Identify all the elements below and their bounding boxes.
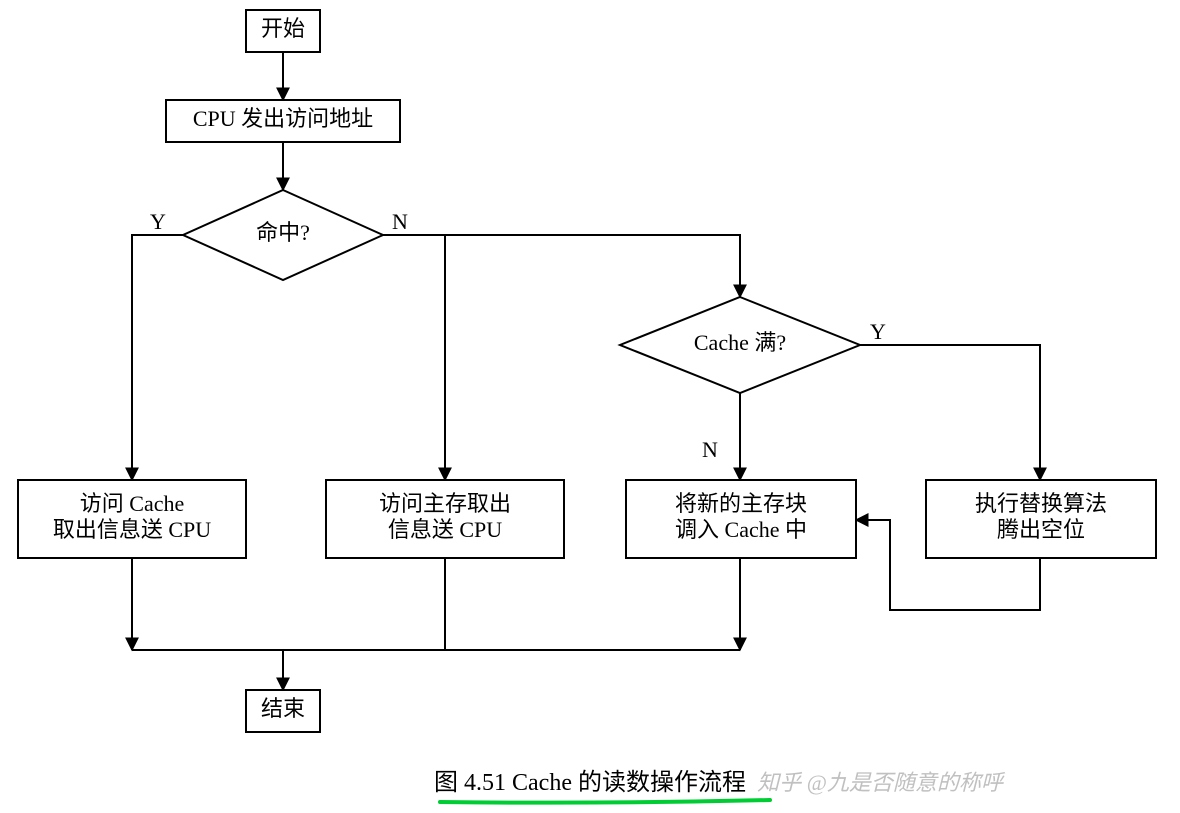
edge [383, 235, 740, 297]
edge [383, 235, 445, 480]
node-label: 访问主存取出 [379, 491, 511, 516]
node-label: 取出信息送 CPU [53, 517, 211, 542]
watermark: 知乎 @九是否随意的称呼 [757, 770, 1006, 795]
node-label: 将新的主存块 [675, 491, 807, 516]
branch-label-full_no: N [702, 437, 718, 462]
branch-label-hit_no: N [392, 209, 408, 234]
branch-label-full_yes: Y [870, 319, 886, 344]
edge [132, 235, 183, 480]
node-label: 访问 Cache [80, 491, 184, 516]
caption-underline [440, 800, 770, 803]
node-label: 执行替换算法 [975, 491, 1107, 516]
branch-label-hit_yes: Y [150, 209, 166, 234]
node-label: CPU 发出访问地址 [193, 106, 373, 131]
edge [860, 345, 1040, 480]
node-label: 腾出空位 [997, 517, 1085, 542]
node-label: 结束 [261, 696, 305, 721]
node-label: 命中? [256, 220, 310, 245]
flowchart: 开始 CPU 发出访问地址命中? Cache 满? 访问 Cache取出信息送 CPU… [0, 0, 1180, 813]
node-label: Cache 满? [694, 330, 786, 355]
node-label: 开始 [261, 16, 305, 41]
figure-caption: 图 4.51 Cache 的读数操作流程 [434, 769, 746, 796]
node-label: 信息送 CPU [388, 517, 502, 542]
node-label: 调入 Cache 中 [675, 517, 807, 542]
